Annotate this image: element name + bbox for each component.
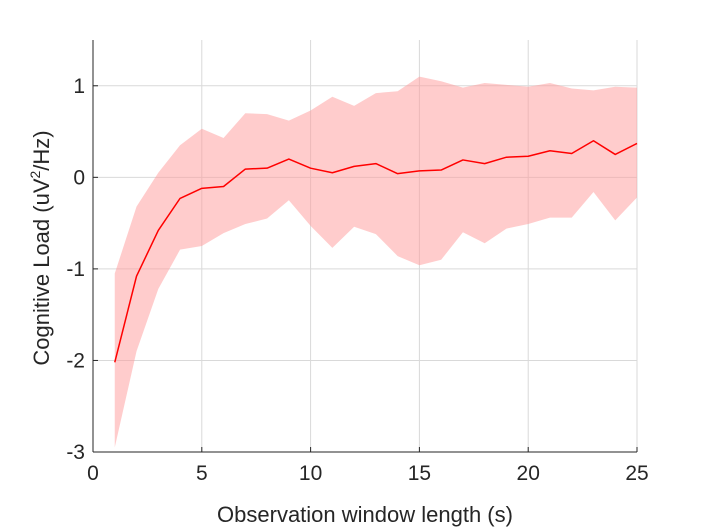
mean-line (114, 139, 638, 363)
y-axis-label-superscript: 2 (27, 171, 43, 179)
y-tick-label: 0 (73, 166, 85, 189)
confidence-band (114, 76, 637, 448)
y-tick-label: -1 (66, 258, 85, 281)
x-tick-label: 0 (87, 462, 99, 485)
x-tick-label: 15 (408, 462, 431, 485)
y-axis-label: Cognitive Load (uV2/Hz) (27, 130, 54, 365)
confidence-band-layer (114, 76, 637, 448)
x-axis-label: Observation window length (s) (217, 502, 513, 527)
x-tick-label: 5 (196, 462, 208, 485)
y-tick-label: 1 (73, 75, 85, 98)
axes (92, 40, 638, 453)
mean-line-layer (114, 139, 638, 363)
y-tick-label: -3 (66, 441, 85, 464)
y-tick-label: -2 (66, 349, 85, 372)
x-tick-labels: 0 5 10 15 20 25 (87, 462, 649, 485)
x-tick-label: 10 (299, 462, 322, 485)
y-axis-label-suffix: /Hz) (29, 130, 54, 170)
y-axis-label-prefix: Cognitive Load (uV (29, 178, 54, 365)
x-tick-label: 20 (517, 462, 540, 485)
y-tick-labels: -3 -2 -1 0 1 (66, 75, 85, 464)
x-tick-label: 25 (625, 462, 648, 485)
